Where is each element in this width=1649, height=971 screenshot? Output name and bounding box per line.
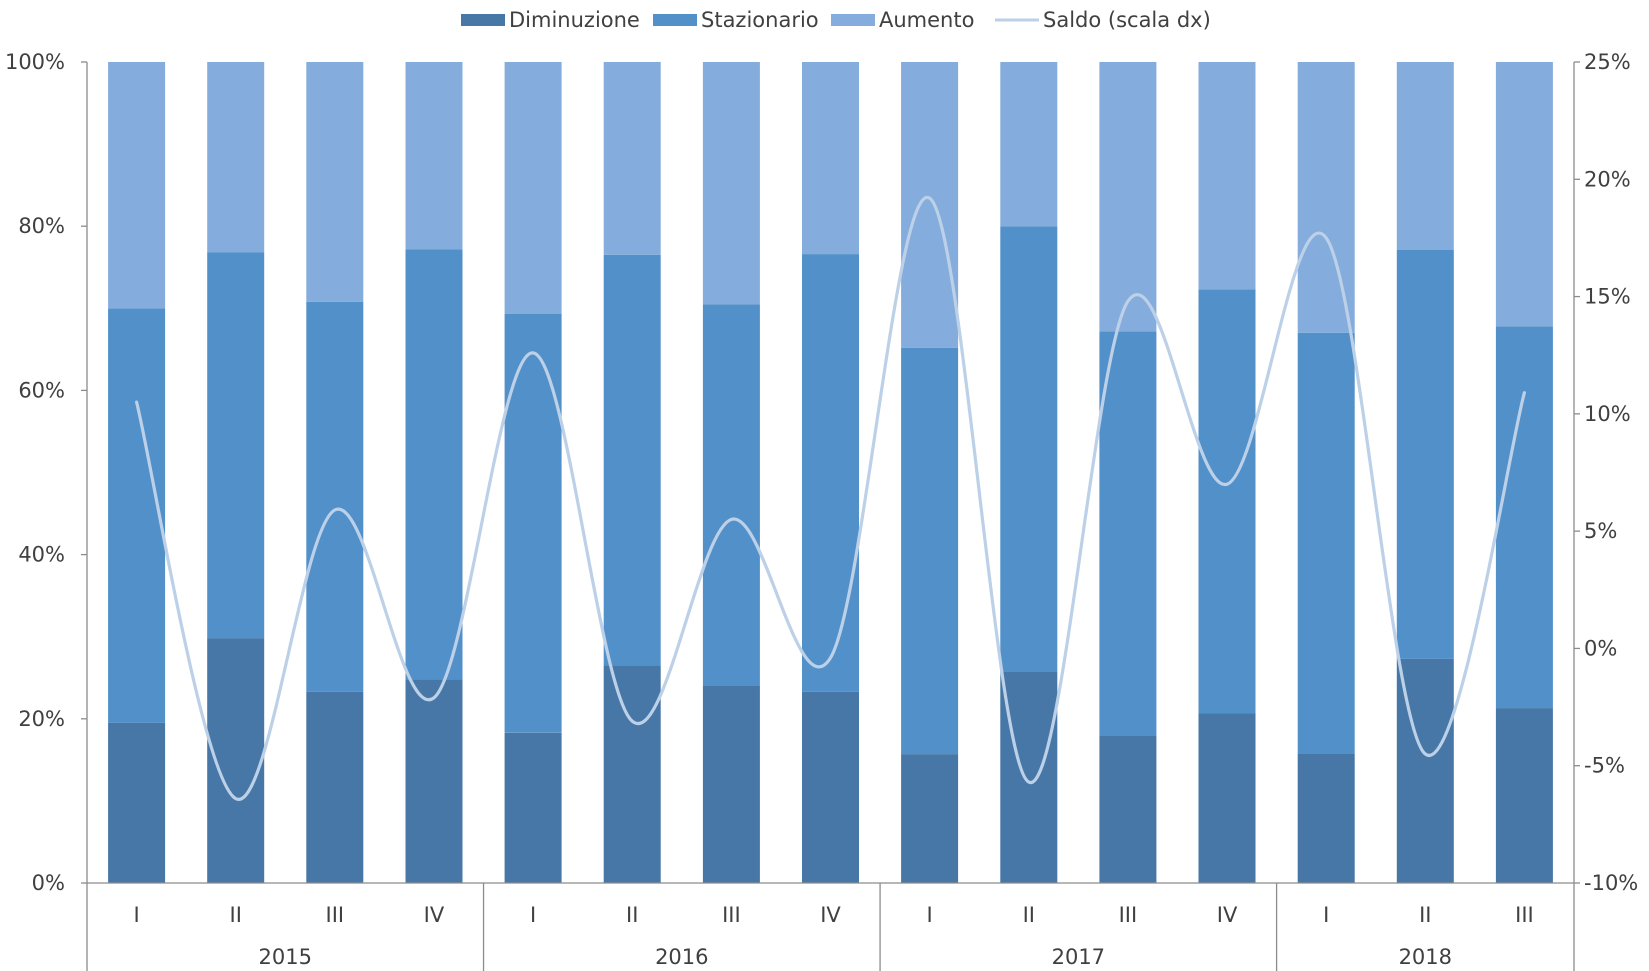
- right-tick-label-6: 20%: [1584, 167, 1631, 191]
- bar-aumento-4: [504, 62, 562, 314]
- bar-stazionario-5: [603, 254, 661, 666]
- category-label-4: I: [530, 903, 536, 927]
- bar-aumento-1: [207, 62, 265, 253]
- left-tick-label-3: 60%: [18, 378, 65, 402]
- bar-stazionario-13: [1396, 250, 1454, 659]
- bar-stazionario-14: [1495, 326, 1553, 709]
- bar-stazionario-1: [207, 252, 265, 639]
- right-tick-label-4: 10%: [1584, 402, 1631, 426]
- bar-diminuzione-14: [1495, 708, 1553, 883]
- bar-diminuzione-12: [1297, 753, 1355, 883]
- line-layer: [135, 196, 1526, 801]
- bar-aumento-0: [108, 62, 166, 309]
- left-tick-label-1: 20%: [18, 707, 65, 731]
- right-tick-label-3: 5%: [1584, 519, 1617, 543]
- left-tick-label-2: 40%: [18, 543, 65, 567]
- bar-aumento-10: [1099, 62, 1157, 332]
- bar-stazionario-9: [1000, 226, 1058, 672]
- bar-diminuzione-0: [108, 722, 166, 883]
- bar-stazionario-3: [405, 249, 463, 680]
- bar-aumento-14: [1495, 62, 1553, 327]
- bar-diminuzione-8: [901, 754, 959, 883]
- category-label-11: IV: [1217, 903, 1238, 927]
- category-label-2: III: [326, 903, 345, 927]
- right-tick-label-1: -5%: [1584, 754, 1625, 778]
- bar-aumento-8: [901, 62, 959, 348]
- bar-aumento-9: [1000, 62, 1058, 227]
- left-tick-label-0: 0%: [32, 871, 65, 895]
- category-label-12: I: [1323, 903, 1329, 927]
- bar-stazionario-7: [802, 254, 859, 692]
- bar-stazionario-0: [108, 308, 166, 723]
- bar-stazionario-8: [901, 347, 959, 755]
- bar-diminuzione-7: [802, 691, 859, 883]
- category-label-10: III: [1119, 903, 1138, 927]
- bars-layer: [108, 62, 1553, 883]
- legend-swatch-2: [831, 14, 875, 26]
- category-label-5: II: [626, 903, 638, 927]
- left-tick-label-5: 100%: [5, 50, 65, 74]
- category-label-13: II: [1419, 903, 1431, 927]
- bar-stazionario-2: [306, 301, 364, 692]
- year-label-2016: 2016: [655, 945, 708, 969]
- year-label-2015: 2015: [259, 945, 312, 969]
- bar-diminuzione-11: [1198, 713, 1256, 883]
- saldo-line: [135, 196, 1526, 801]
- bar-aumento-6: [702, 62, 760, 305]
- right-tick-label-7: 25%: [1584, 50, 1631, 74]
- bar-stazionario-11: [1198, 289, 1256, 713]
- bar-aumento-3: [405, 62, 463, 250]
- bar-diminuzione-4: [504, 732, 562, 883]
- bar-stazionario-10: [1099, 331, 1157, 736]
- category-label-7: IV: [820, 903, 841, 927]
- category-label-0: I: [133, 903, 139, 927]
- year-label-2017: 2017: [1052, 945, 1105, 969]
- category-label-9: II: [1023, 903, 1035, 927]
- category-label-6: III: [722, 903, 741, 927]
- bar-stazionario-6: [702, 304, 760, 686]
- year-label-2018: 2018: [1399, 945, 1452, 969]
- bar-stazionario-4: [504, 314, 562, 733]
- legend-swatch-1: [653, 14, 697, 26]
- right-tick-label-2: 0%: [1584, 636, 1617, 660]
- left-tick-label-4: 80%: [18, 214, 65, 238]
- category-label-8: I: [927, 903, 933, 927]
- legend-label-2: Aumento: [879, 8, 974, 32]
- bar-aumento-13: [1396, 62, 1454, 250]
- legend: Diminuzione Stazionario Aumento Saldo (scal…: [461, 8, 1211, 32]
- right-tick-label-5: 15%: [1584, 285, 1631, 309]
- bar-diminuzione-6: [702, 686, 760, 883]
- bar-diminuzione-10: [1099, 735, 1157, 883]
- bar-diminuzione-2: [306, 691, 364, 883]
- bar-aumento-7: [802, 62, 859, 255]
- legend-label-3: Saldo (scala dx): [1043, 8, 1211, 32]
- category-label-14: III: [1515, 903, 1534, 927]
- bar-diminuzione-3: [405, 679, 463, 883]
- bar-diminuzione-5: [603, 665, 661, 883]
- legend-label-0: Diminuzione: [509, 8, 640, 32]
- category-label-1: II: [230, 903, 242, 927]
- bar-stazionario-12: [1297, 332, 1355, 754]
- category-label-3: IV: [424, 903, 445, 927]
- bar-diminuzione-9: [1000, 672, 1058, 883]
- right-tick-label-0: -10%: [1584, 871, 1638, 895]
- bar-aumento-11: [1198, 62, 1256, 290]
- legend-label-1: Stazionario: [701, 8, 819, 32]
- bar-aumento-2: [306, 62, 364, 302]
- bar-aumento-5: [603, 62, 661, 255]
- axes-layer: 0% 20% 40% 60% 80% 100% -10% -5% 0% 5% 10% 15% 20% 25…: [5, 50, 1638, 971]
- bar-aumento-12: [1297, 62, 1355, 333]
- legend-swatch-0: [461, 14, 505, 26]
